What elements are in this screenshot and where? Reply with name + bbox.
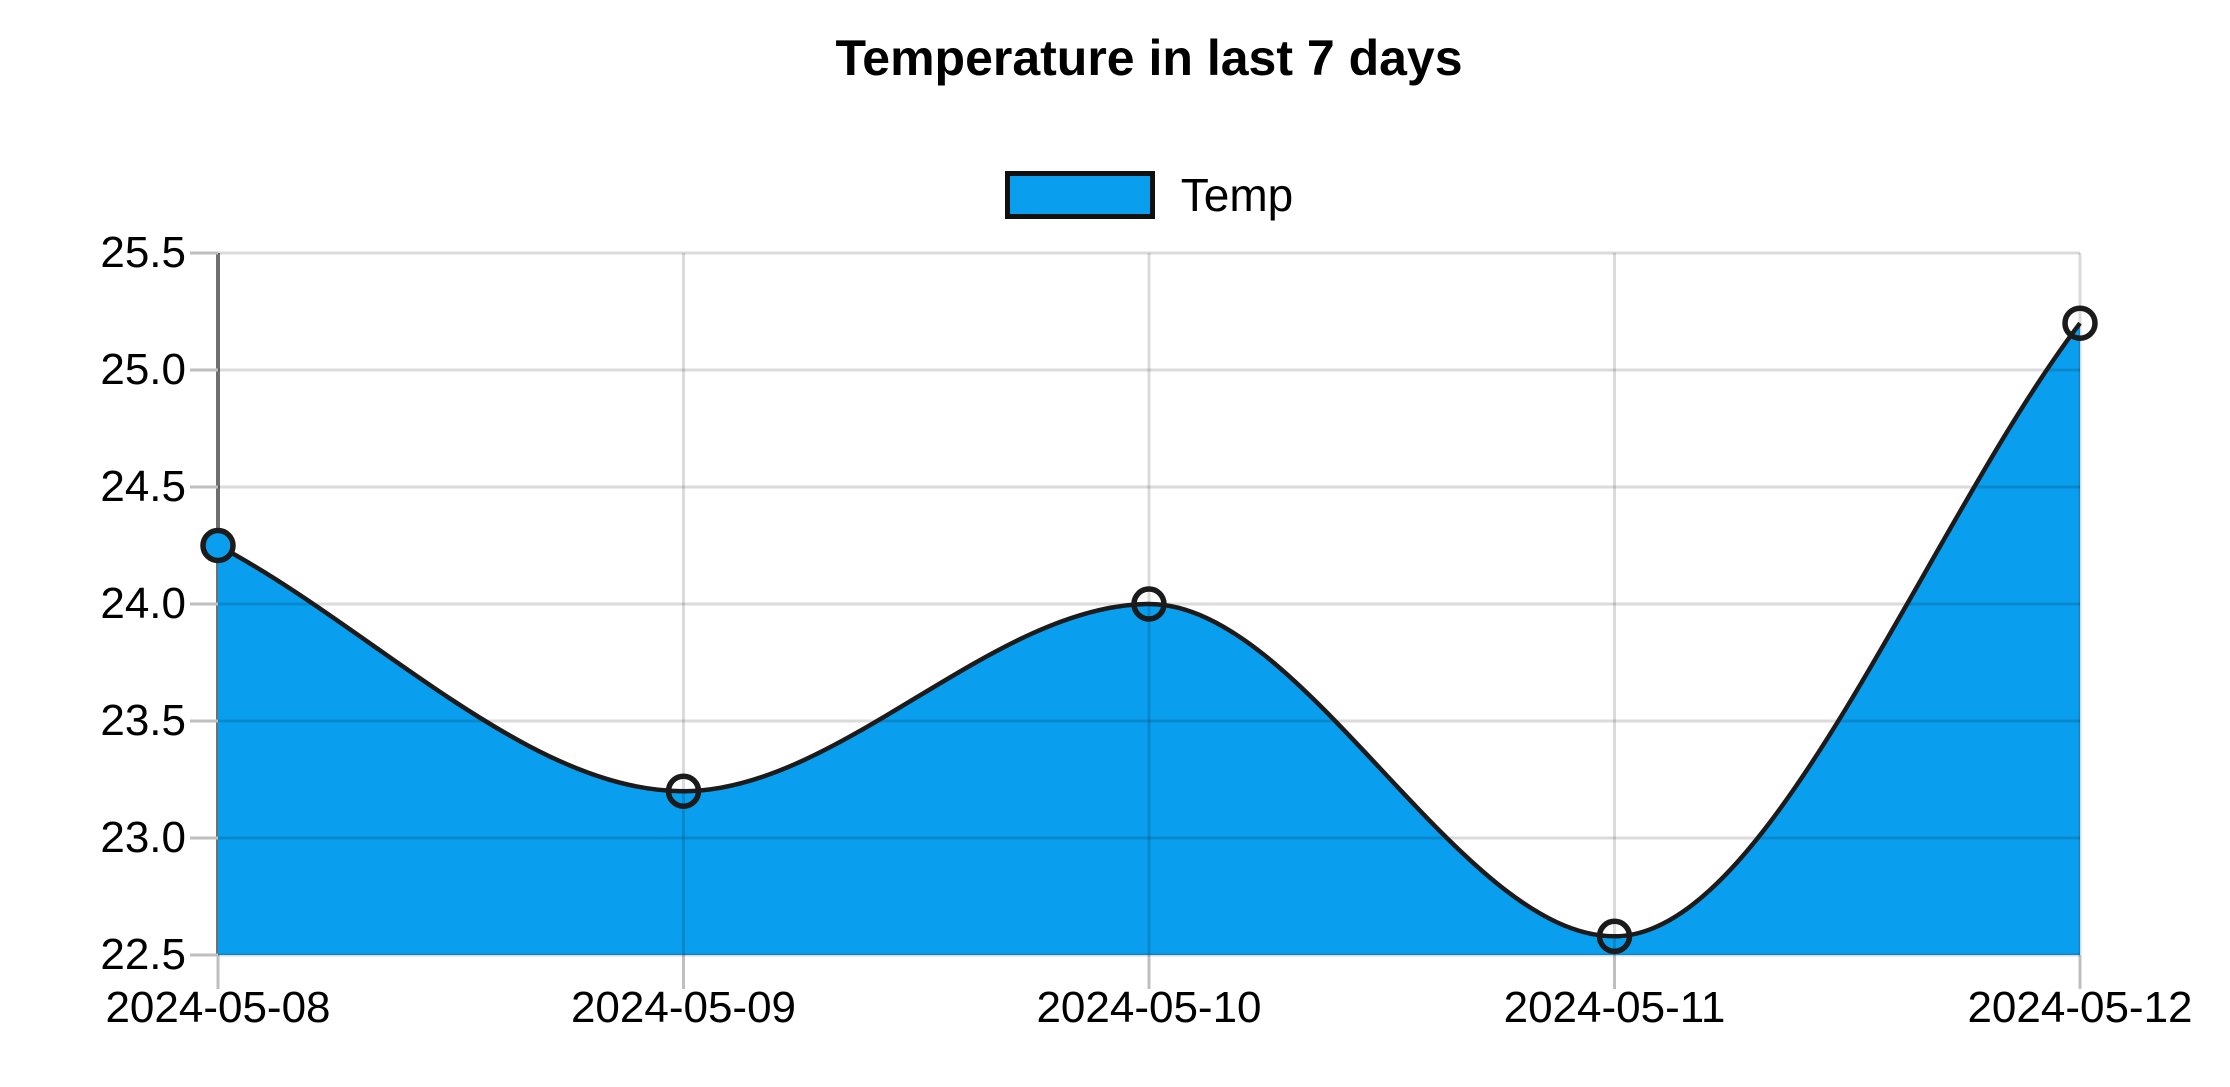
y-tick-label: 23.0 <box>100 813 186 862</box>
data-point-marker <box>2062 305 2098 341</box>
y-tick-label: 25.5 <box>100 228 186 277</box>
x-tick-label: 2024-05-09 <box>570 983 797 1032</box>
x-tick-label: 2024-05-12 <box>1967 983 2193 1032</box>
legend: Temp <box>218 168 2080 222</box>
temp-line <box>216 321 2082 939</box>
data-point-marker <box>665 773 702 809</box>
area-fill <box>218 323 2080 955</box>
x-tick-label: 2024-05-10 <box>1036 983 1262 1032</box>
y-tick-label: 24.0 <box>100 579 186 628</box>
legend-label-temp[interactable]: Temp <box>1180 169 1294 221</box>
chart-title: Temperature in last 7 days <box>835 30 1463 86</box>
y-tick-label: 24.5 <box>100 462 186 511</box>
y-tick-label: 25.0 <box>100 345 186 394</box>
data-point-marker <box>1131 586 1167 622</box>
data-point-marker <box>1596 918 1633 955</box>
data-point-marker <box>200 527 236 564</box>
x-tick-label: 2024-05-08 <box>105 983 331 1032</box>
y-tick-label: 22.5 <box>100 930 186 979</box>
legend-swatch-temp[interactable] <box>1004 171 1155 219</box>
y-tick-label: 23.5 <box>100 696 186 745</box>
x-tick-label: 2024-05-11 <box>1503 983 1726 1032</box>
